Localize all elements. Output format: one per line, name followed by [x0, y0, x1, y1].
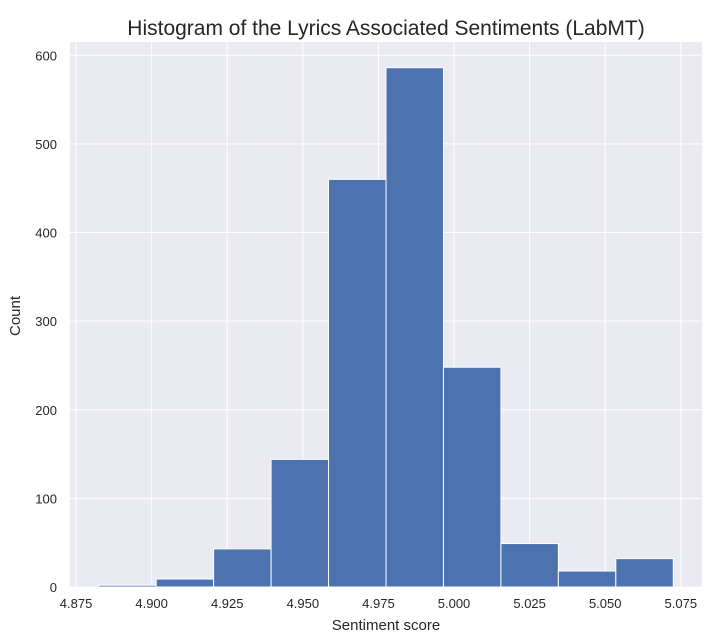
y-tick-label: 0 — [50, 580, 57, 595]
y-tick-label: 100 — [35, 491, 57, 506]
y-tick-label: 500 — [35, 137, 57, 152]
x-tick-label: 4.950 — [287, 596, 320, 611]
histogram-bar-2 — [213, 548, 272, 588]
histogram-bar-3 — [270, 458, 330, 588]
x-tick-label: 5.075 — [665, 596, 698, 611]
y-axis-label: Count — [7, 295, 24, 336]
x-tick-label: 4.875 — [60, 596, 93, 611]
x-tick-labels: 4.875 4.900 4.925 4.950 4.975 5.000 5.025 5.050… — [60, 596, 697, 611]
histogram-bar-7 — [500, 543, 559, 588]
histogram-bar-9 — [615, 558, 674, 588]
x-tick-label: 4.975 — [362, 596, 395, 611]
histogram-bar-0 — [98, 584, 157, 588]
y-tick-label: 300 — [35, 314, 57, 329]
y-tick-label: 600 — [35, 48, 57, 63]
chart-title: Histogram of the Lyrics Associated Senti… — [127, 17, 644, 40]
y-tick-label: 400 — [35, 226, 57, 241]
histogram-bar-5 — [385, 67, 444, 588]
histogram-bar-6 — [442, 366, 502, 588]
x-tick-label: 5.000 — [438, 596, 471, 611]
x-tick-label: 5.025 — [513, 596, 546, 611]
histogram-bar-1 — [155, 578, 215, 588]
x-axis-label: Sentiment score — [332, 617, 440, 634]
y-tick-label: 200 — [35, 403, 57, 418]
histogram-bar-8 — [557, 570, 617, 588]
x-tick-label: 4.900 — [135, 596, 168, 611]
x-tick-label: 4.925 — [211, 596, 244, 611]
histogram-bar-4 — [328, 178, 387, 588]
x-tick-label: 5.050 — [589, 596, 622, 611]
y-tick-labels: 0 100 200 300 400 500 600 — [35, 48, 57, 595]
histogram-bars — [98, 67, 674, 588]
